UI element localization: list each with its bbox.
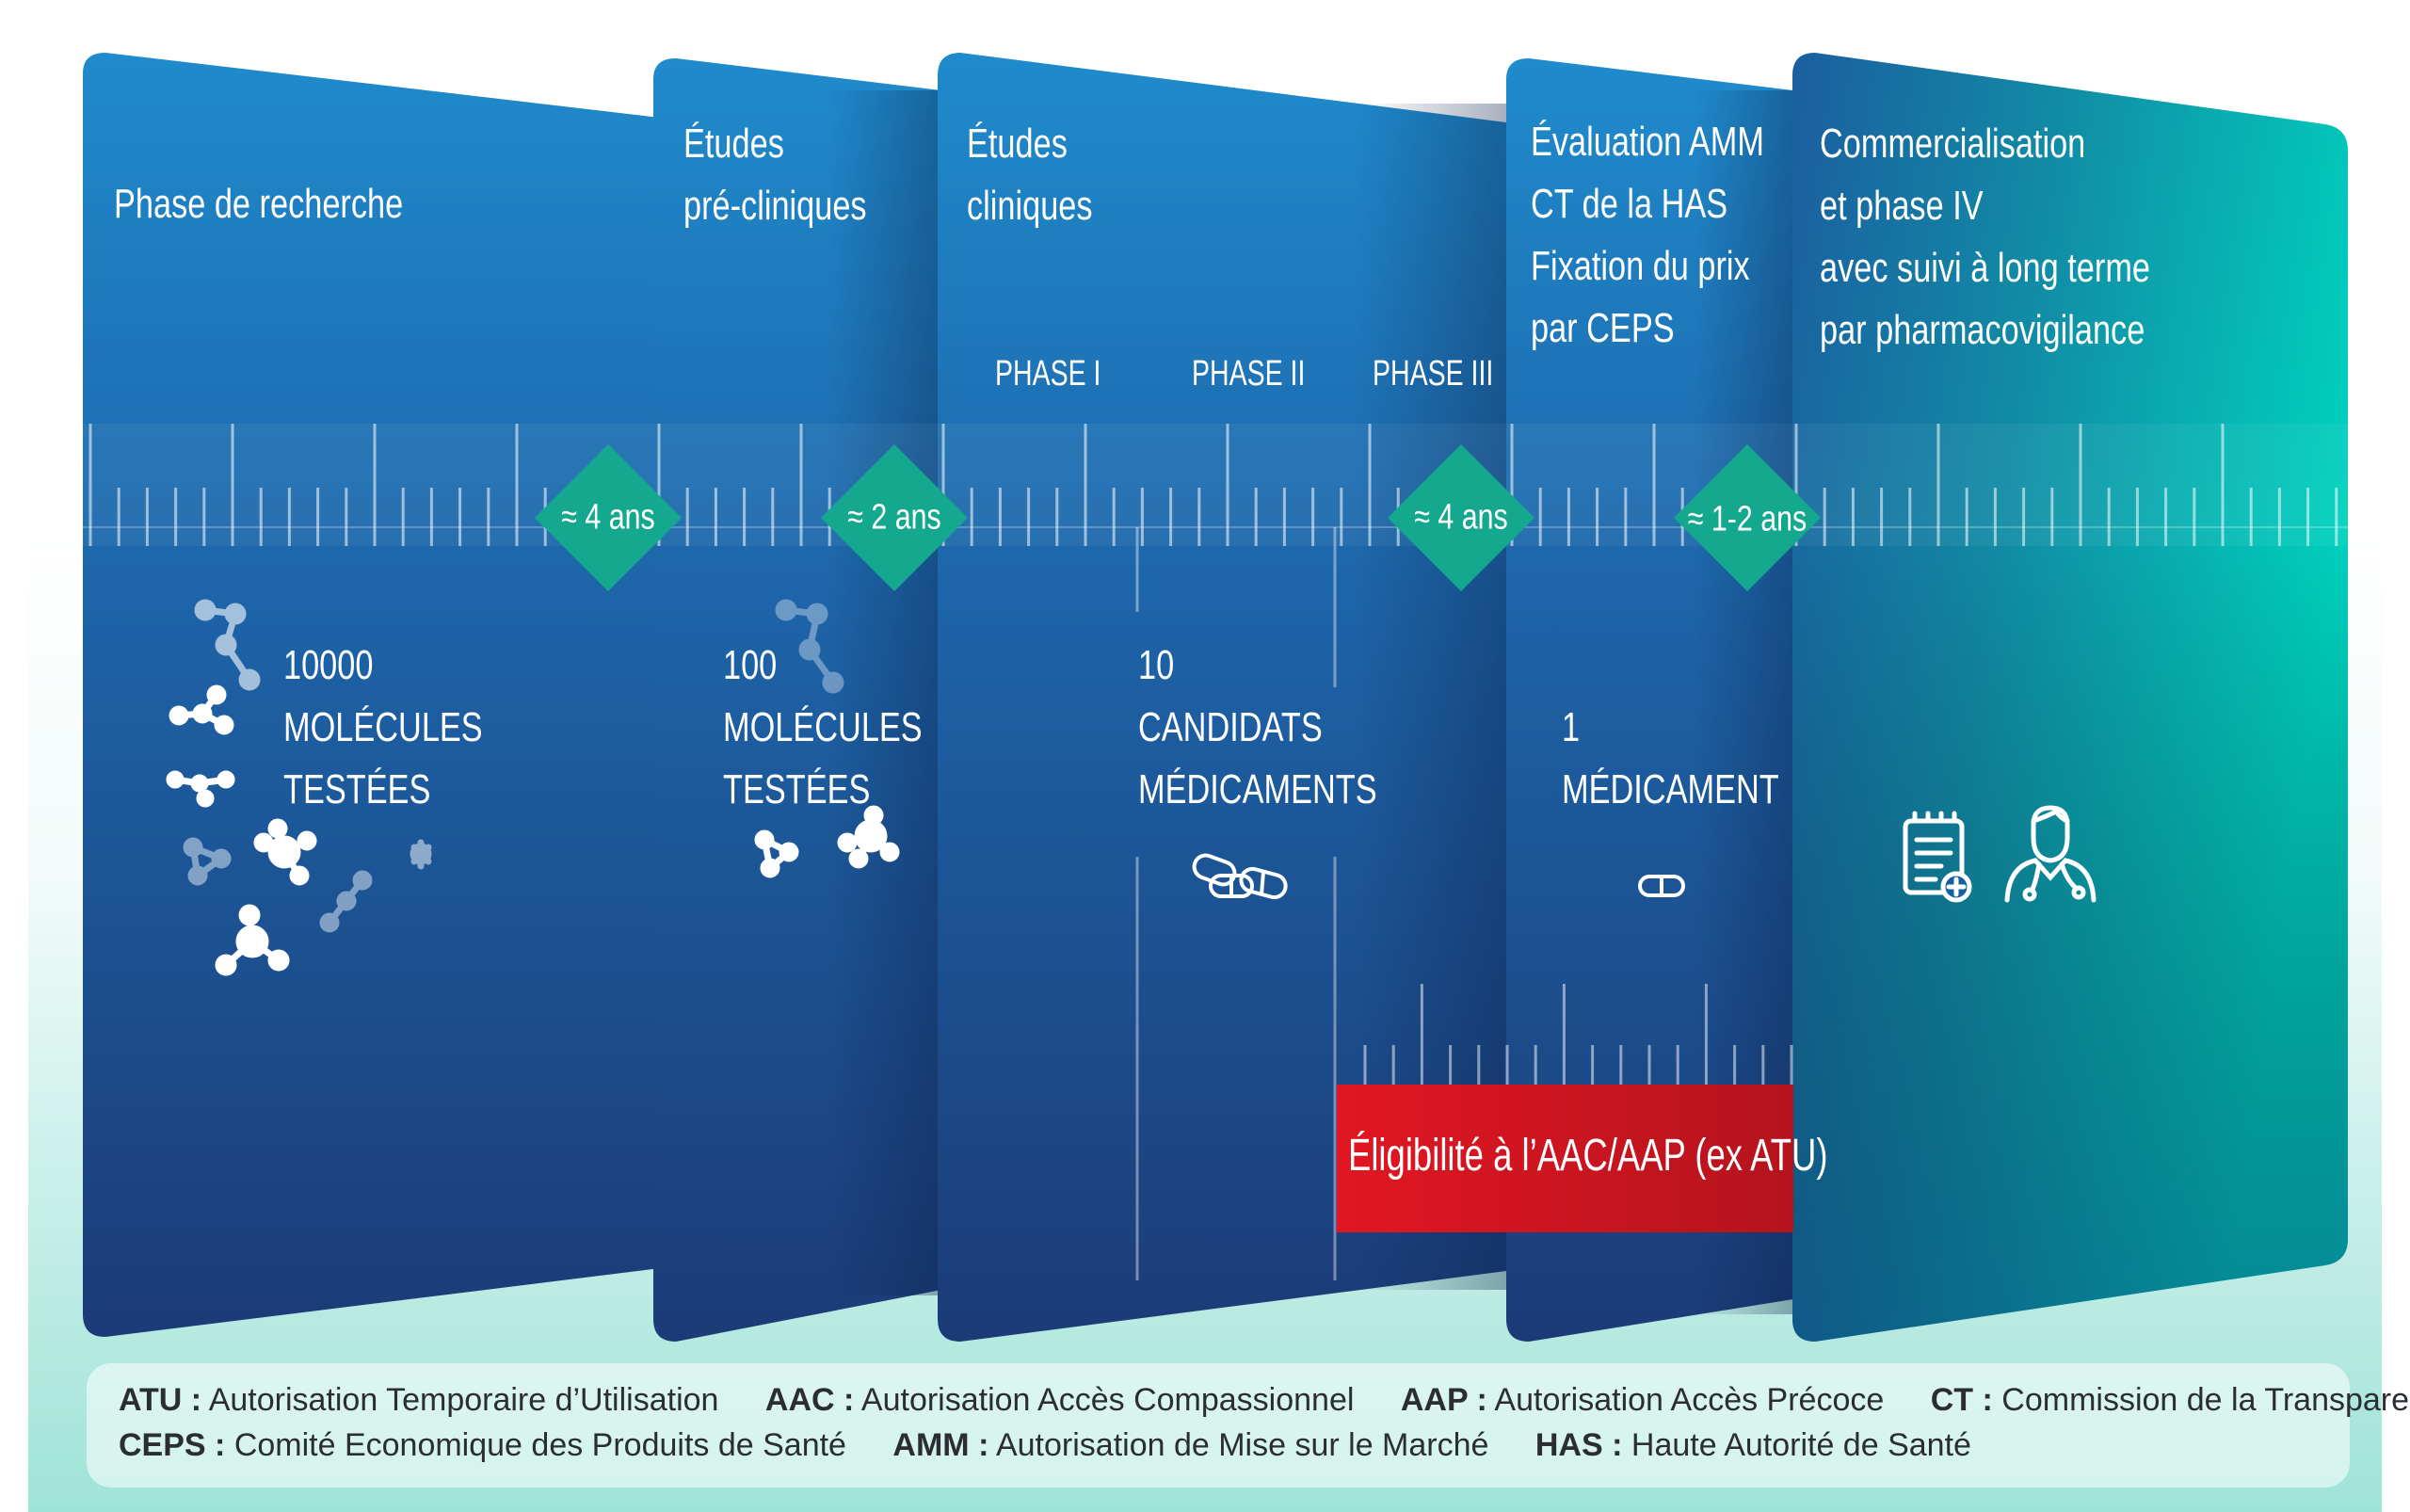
- legend-item-has: HAS : Haute Autorité de Santé: [1535, 1427, 1971, 1464]
- phase-separators: [1135, 527, 1337, 1280]
- count-value: 10: [1138, 642, 1175, 688]
- legend-abbr: AAP :: [1400, 1382, 1487, 1418]
- panel-title-clinical: Études cliniques: [967, 121, 1093, 229]
- legend-abbr: AMM :: [892, 1427, 989, 1463]
- legend-text: Autorisation de Mise sur le Marché: [995, 1427, 1489, 1463]
- legend-text: Autorisation Accès Précoce: [1494, 1382, 1885, 1418]
- legend-abbr: CEPS :: [119, 1427, 226, 1463]
- legend-abbr: ATU :: [119, 1382, 202, 1418]
- timeline-ticks: [88, 424, 2338, 546]
- panel-title-research: Phase de recherche: [114, 181, 404, 227]
- legend-abbr: HAS :: [1534, 1427, 1623, 1463]
- legend-box: ATU : Autorisation Temporaire d’Utilisat…: [87, 1363, 2410, 1488]
- panel-preclinical: [653, 58, 941, 1342]
- capsule-icon: [1638, 875, 1685, 897]
- legend-text: Autorisation Temporaire d’Utilisation: [208, 1382, 719, 1418]
- phase-1-label: PHASE I: [995, 354, 1101, 394]
- legend-text: Autorisation Accès Compassionnel: [860, 1382, 1355, 1418]
- duration-label-4: ≈ 1-2 ans: [1687, 499, 1808, 539]
- pills-icon: [1192, 853, 1288, 900]
- legend-row-1: ATU : Autorisation Temporaire d’Utilisat…: [119, 1382, 2410, 1419]
- legend-text: Comité Economique des Produits de Santé: [233, 1427, 846, 1463]
- molecule-icon: [166, 599, 432, 976]
- doctor-icon: [2004, 805, 2097, 903]
- legend-item-aap: AAP : Autorisation Accès Précoce: [1401, 1382, 1884, 1419]
- legend-item-amm: AMM : Autorisation de Mise sur le Marché: [892, 1427, 1488, 1464]
- eligibility-banner: Éligibilité à l’AAC/AAP (ex ATU): [1337, 1085, 1828, 1232]
- phase-2-label: PHASE II: [1192, 354, 1306, 394]
- eligibility-ticks: [1363, 984, 1793, 1085]
- panel-title-preclinical: Études pré-cliniques: [683, 121, 867, 229]
- duration-label-2: ≈ 2 ans: [847, 497, 941, 538]
- legend-item-aac: AAC : Autorisation Accès Compassionnel: [765, 1382, 1355, 1419]
- count-evaluation: 1 MÉDICAMENT: [1562, 697, 1779, 821]
- count-value: 100: [723, 642, 778, 688]
- legend-text: Commission de la Transparence: [2001, 1382, 2410, 1418]
- legend-abbr: CT :: [1930, 1382, 1993, 1418]
- panel-commercialisation: [1792, 53, 2348, 1342]
- count-research: 10000 MOLÉCULES TESTÉES: [283, 635, 483, 821]
- count-unit: MOLÉCULES TESTÉES: [723, 704, 923, 812]
- phase-3-label: PHASE III: [1373, 354, 1494, 394]
- legend-text: Haute Autorité de Santé: [1631, 1427, 1971, 1463]
- count-unit: MÉDICAMENT: [1562, 766, 1779, 812]
- medical-report-icon: [1903, 811, 1972, 903]
- duration-diamond-2: [821, 444, 968, 591]
- molecule-icon: [754, 599, 900, 878]
- duration-label-1: ≈ 4 ans: [561, 497, 655, 538]
- legend-item-ceps: CEPS : Comité Economique des Produits de…: [119, 1427, 846, 1464]
- count-value: 1: [1562, 704, 1581, 750]
- count-preclinical: 100 MOLÉCULES TESTÉES: [723, 635, 923, 821]
- legend-row-2: CEPS : Comité Economique des Produits de…: [119, 1427, 2009, 1464]
- count-unit: MOLÉCULES TESTÉES: [283, 704, 483, 812]
- eligibility-label: Éligibilité à l’AAC/AAP (ex ATU): [1348, 1131, 1828, 1181]
- legend-item-ct: CT : Commission de la Transparence: [1931, 1382, 2410, 1419]
- panel-title-evaluation: Évaluation AMM CT de la HAS Fixation du …: [1531, 119, 1764, 351]
- legend-abbr: AAC :: [764, 1382, 855, 1418]
- duration-label-3: ≈ 4 ans: [1414, 497, 1508, 538]
- duration-diamond-3: [1388, 444, 1534, 591]
- count-unit: CANDIDATS MÉDICAMENTS: [1138, 704, 1377, 812]
- count-value: 10000: [283, 642, 374, 688]
- panel-title-commercialisation: Commercialisation et phase IV avec suivi…: [1820, 121, 2150, 353]
- duration-diamond-1: [535, 444, 682, 591]
- duration-diamond-4: [1674, 444, 1821, 591]
- legend-item-atu: ATU : Autorisation Temporaire d’Utilisat…: [119, 1382, 718, 1419]
- count-clinical: 10 CANDIDATS MÉDICAMENTS: [1138, 635, 1377, 821]
